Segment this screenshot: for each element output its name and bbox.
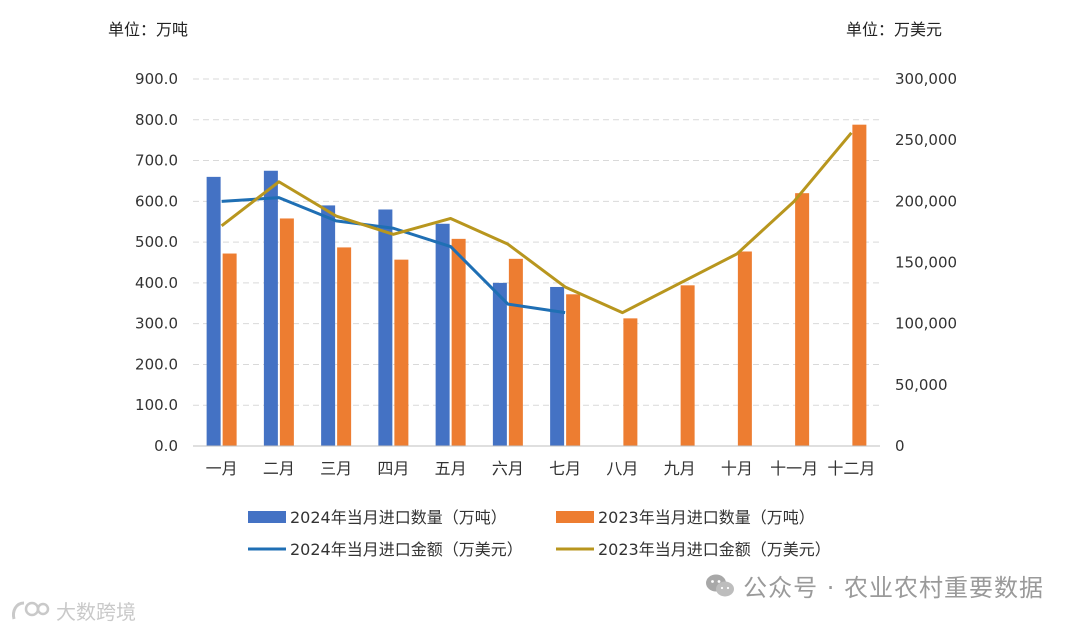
left-axis-ticks: 0.0 100.0 200.0 300.0 400.0 500.0 600.0 700.0 80… — [135, 70, 178, 455]
left-tick-label: 900.0 — [135, 70, 178, 88]
legend-label: 2023年当月进口数量（万吨） — [598, 508, 815, 527]
category-label: 十二月 — [827, 459, 875, 478]
category-label: 十一月 — [770, 459, 818, 478]
bar — [337, 247, 352, 446]
bar — [737, 251, 752, 446]
series-line — [220, 131, 853, 315]
category-label: 一月 — [206, 459, 238, 478]
right-tick-label: 300,000 — [895, 70, 957, 88]
left-tick-label: 200.0 — [135, 355, 178, 373]
legend-swatch — [248, 511, 286, 523]
wechat-icon — [706, 574, 735, 596]
left-tick-label: 800.0 — [135, 111, 178, 129]
category-label: 五月 — [435, 459, 467, 478]
series-line — [221, 196, 566, 315]
bar — [378, 209, 393, 446]
category-label: 二月 — [263, 459, 295, 478]
left-axis-unit-label: 单位：万吨 — [108, 20, 189, 39]
category-label: 八月 — [606, 459, 638, 478]
bar — [566, 294, 581, 446]
watermark-source: 大数跨境 — [10, 596, 136, 625]
bar — [279, 218, 294, 446]
category-label: 四月 — [377, 459, 409, 478]
bar-group — [206, 124, 867, 446]
right-tick-label: 100,000 — [895, 315, 957, 333]
category-labels: 一月 二月 三月 四月 五月 六月 七月 八月 九月 十月 十一月 十二月 — [206, 459, 876, 478]
category-label: 七月 — [549, 459, 581, 478]
left-tick-label: 100.0 — [135, 396, 178, 414]
right-tick-label: 150,000 — [895, 254, 957, 272]
right-tick-label: 50,000 — [895, 376, 948, 394]
bar — [508, 258, 523, 446]
left-tick-label: 300.0 — [135, 315, 178, 333]
bar — [435, 223, 450, 446]
category-label: 三月 — [320, 459, 352, 478]
bar — [451, 238, 466, 446]
legend-label: 2023年当月进口金额（万美元） — [598, 540, 831, 559]
legend-swatch — [556, 511, 594, 523]
watermark-source-text: 大数跨境 — [56, 600, 136, 624]
left-tick-label: 500.0 — [135, 233, 178, 251]
bar — [852, 124, 867, 446]
bar — [206, 176, 221, 446]
bar — [623, 318, 638, 446]
bar — [263, 170, 278, 446]
bar — [394, 259, 409, 446]
bar — [222, 253, 237, 446]
bar — [550, 286, 565, 446]
right-tick-label: 250,000 — [895, 131, 957, 149]
legend-label: 2024年当月进口数量（万吨） — [290, 508, 507, 527]
category-label: 九月 — [664, 459, 696, 478]
grid-lines — [193, 78, 880, 406]
bar — [795, 193, 810, 446]
left-tick-label: 700.0 — [135, 152, 178, 170]
watermark-brand-text: 公众号 · 农业农村重要数据 — [743, 574, 1044, 602]
line-group — [220, 131, 853, 315]
category-label: 六月 — [492, 459, 524, 478]
watermark-wechat: 公众号 · 农业农村重要数据 — [705, 568, 1044, 603]
category-label: 十月 — [721, 459, 753, 478]
left-tick-label: 0.0 — [154, 437, 178, 455]
right-axis-unit-label: 单位：万美元 — [846, 20, 943, 39]
dashujuajing-logo-icon — [12, 601, 50, 619]
bar — [680, 285, 695, 446]
left-tick-label: 600.0 — [135, 192, 178, 210]
legend: 2024年当月进口数量（万吨） 2023年当月进口数量（万吨） 2024年当月进口金… — [248, 508, 831, 559]
right-axis-ticks: 0 50,000 100,000 150,000 200,000 250,000 300,0… — [895, 70, 957, 455]
bar — [492, 282, 507, 446]
left-tick-label: 400.0 — [135, 274, 178, 292]
right-tick-label: 0 — [895, 437, 905, 455]
bar — [321, 205, 336, 446]
right-tick-label: 200,000 — [895, 192, 957, 210]
legend-label: 2024年当月进口金额（万美元） — [290, 540, 523, 559]
